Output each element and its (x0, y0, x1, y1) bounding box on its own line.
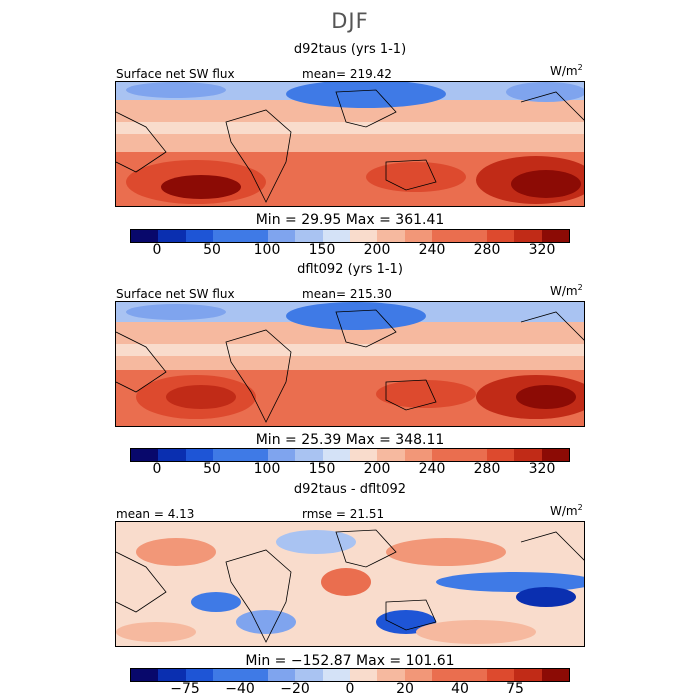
panel1-min-max: Min = 29.95 Max = 361.41 (255, 212, 445, 228)
colorbar-swatch (541, 669, 569, 681)
colorbar-swatch (404, 669, 433, 681)
panel3-colorbar (130, 668, 570, 682)
colorbar-tick-label: 320 (528, 242, 556, 258)
panel3-mean-label: mean = 4.13 (116, 507, 195, 521)
colorbar-tick-label: 200 (363, 242, 391, 258)
colorbar-swatch (404, 449, 433, 461)
colorbar-tick-label: 75 (506, 681, 524, 697)
colorbar-tick-label: 40 (451, 681, 469, 697)
colorbar-tick-label: 280 (473, 242, 501, 258)
colorbar-swatch (131, 669, 159, 681)
colorbar-tick-label: 100 (253, 242, 281, 258)
colorbar-swatch (486, 669, 515, 681)
colorbar-tick-label: 20 (396, 681, 414, 697)
colorbar-swatch (131, 230, 159, 242)
colorbar-tick-label: 0 (345, 681, 355, 697)
colorbar-swatch (404, 230, 433, 242)
colorbar-swatch (459, 449, 487, 461)
colorbar-tick-label: 0 (152, 242, 162, 258)
colorbar-tick-label: 50 (203, 461, 221, 477)
colorbar-swatch (541, 230, 569, 242)
colorbar-tick-label: 100 (253, 461, 281, 477)
panel1-units: W/m2 (550, 63, 583, 78)
colorbar-tick-label: −20 (280, 681, 310, 697)
colorbar-swatch (322, 669, 350, 681)
panel3-map (115, 521, 585, 647)
panel2-min-max: Min = 25.39 Max = 348.11 (255, 432, 445, 448)
colorbar-swatch (213, 669, 241, 681)
panel3-rmse-label: rmse = 21.51 (302, 507, 385, 521)
colorbar-tick-label: 150 (308, 461, 336, 477)
colorbar-swatch (322, 449, 350, 461)
colorbar-swatch (267, 669, 296, 681)
colorbar-swatch (213, 230, 241, 242)
panel2-variable-label: Surface net SW flux (116, 287, 235, 301)
panel2-colorbar (130, 448, 570, 462)
colorbar-tick-label: 200 (363, 461, 391, 477)
colorbar-tick-label: 240 (418, 461, 446, 477)
colorbar-swatch (350, 449, 378, 461)
colorbar-tick-label: 50 (203, 242, 221, 258)
colorbar-swatch (158, 449, 186, 461)
colorbar-swatch (185, 230, 214, 242)
page-title: DJF (331, 9, 369, 33)
colorbar-swatch (514, 230, 542, 242)
colorbar-swatch (267, 230, 296, 242)
colorbar-swatch (432, 449, 460, 461)
colorbar-swatch (295, 669, 323, 681)
colorbar-swatch (322, 230, 350, 242)
panel1-colorbar (130, 229, 570, 243)
colorbar-swatch (240, 669, 268, 681)
colorbar-swatch (432, 230, 460, 242)
colorbar-tick-label: −75 (170, 681, 200, 697)
panel2-subtitle: dflt092 (yrs 1-1) (297, 262, 403, 277)
colorbar-swatch (541, 449, 569, 461)
colorbar-swatch (486, 230, 515, 242)
panel1-variable-label: Surface net SW flux (116, 67, 235, 81)
panel2-mean-label: mean= 215.30 (302, 287, 392, 301)
colorbar-swatch (432, 669, 460, 681)
colorbar-swatch (131, 449, 159, 461)
colorbar-swatch (514, 449, 542, 461)
colorbar-tick-label: 150 (308, 242, 336, 258)
colorbar-swatch (459, 230, 487, 242)
colorbar-swatch (377, 230, 405, 242)
colorbar-swatch (459, 669, 487, 681)
colorbar-tick-label: −40 (225, 681, 255, 697)
colorbar-swatch (350, 230, 378, 242)
colorbar-swatch (350, 669, 378, 681)
colorbar-tick-label: 280 (473, 461, 501, 477)
colorbar-swatch (267, 449, 296, 461)
colorbar-tick-label: 320 (528, 461, 556, 477)
panel2-map (115, 301, 585, 427)
panel2-units: W/m2 (550, 283, 583, 298)
panel3-units: W/m2 (550, 503, 583, 518)
panel3-min-max: Min = −152.87 Max = 101.61 (245, 653, 455, 669)
colorbar-tick-label: 0 (152, 461, 162, 477)
colorbar-swatch (295, 449, 323, 461)
panel3-subtitle: d92taus - dflt092 (293, 482, 407, 497)
colorbar-swatch (377, 449, 405, 461)
panel1-map (115, 81, 585, 207)
colorbar-swatch (185, 449, 214, 461)
colorbar-swatch (486, 449, 515, 461)
colorbar-tick-label: 240 (418, 242, 446, 258)
panel1-subtitle: d92taus (yrs 1-1) (293, 42, 407, 57)
colorbar-swatch (158, 230, 186, 242)
panel1-mean-label: mean= 219.42 (302, 67, 392, 81)
colorbar-swatch (240, 449, 268, 461)
colorbar-swatch (213, 449, 241, 461)
colorbar-swatch (240, 230, 268, 242)
colorbar-swatch (514, 669, 542, 681)
colorbar-swatch (377, 669, 405, 681)
colorbar-swatch (185, 669, 214, 681)
colorbar-swatch (295, 230, 323, 242)
colorbar-swatch (158, 669, 186, 681)
